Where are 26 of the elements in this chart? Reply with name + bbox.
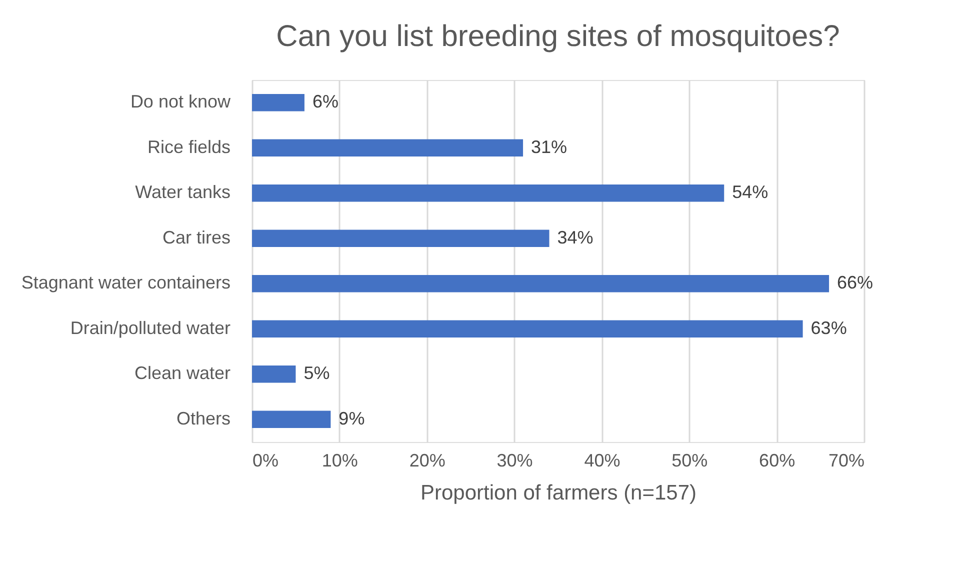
data-label: 31% (531, 136, 568, 157)
x-tick-label: 50% (672, 450, 708, 470)
x-tick-label: 70% (828, 450, 864, 470)
y-tick-label: Others (176, 408, 230, 428)
data-label: 5% (304, 363, 330, 384)
x-axis-title: Proportion of farmers (n=157) (420, 482, 697, 504)
y-tick-label: Water tanks (135, 182, 230, 202)
data-label: 66% (837, 272, 874, 293)
data-label: 54% (732, 182, 768, 202)
y-tick-label: Clean water (134, 363, 231, 384)
x-tick-label: 20% (409, 450, 446, 470)
x-tick-label: 10% (322, 450, 358, 470)
x-tick-label: 60% (759, 450, 796, 470)
y-tick-label: Rice fields (147, 136, 230, 157)
chart-title: Can you list breeding sites of mosquitoes? (276, 20, 840, 53)
y-tick-label: Car tires (162, 227, 230, 248)
x-tick-label: 30% (496, 450, 533, 470)
data-label: 63% (810, 318, 847, 338)
data-label: 6% (312, 92, 338, 112)
data-label: 34% (557, 227, 594, 248)
x-tick-label: 40% (584, 450, 620, 470)
data-label: 9% (338, 408, 365, 428)
y-tick-label: Stagnant water containers (21, 272, 230, 293)
y-tick-label: Drain/polluted water (70, 318, 230, 338)
y-tick-label: Do not know (130, 92, 232, 112)
x-tick-label: 0% (252, 450, 279, 470)
